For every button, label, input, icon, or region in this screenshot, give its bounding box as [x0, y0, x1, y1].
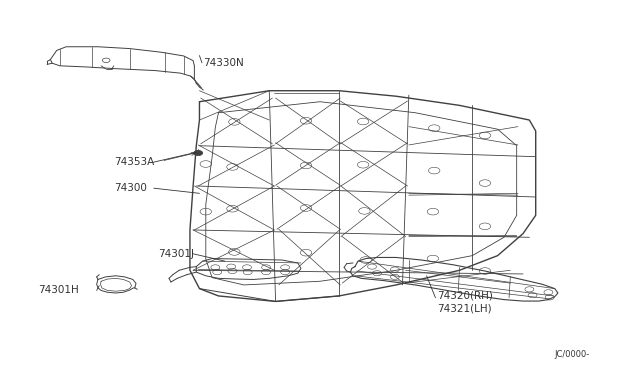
Text: 74353A: 74353A	[114, 157, 154, 167]
Text: 74330N: 74330N	[203, 58, 243, 68]
Text: 74321(LH): 74321(LH)	[437, 304, 492, 314]
Circle shape	[194, 150, 203, 155]
Text: 74300: 74300	[114, 183, 147, 193]
Text: 74301J: 74301J	[158, 249, 194, 259]
Text: JC/0000-: JC/0000-	[555, 350, 590, 359]
Text: 74320(RH): 74320(RH)	[437, 291, 493, 301]
Text: 74301H: 74301H	[38, 285, 79, 295]
